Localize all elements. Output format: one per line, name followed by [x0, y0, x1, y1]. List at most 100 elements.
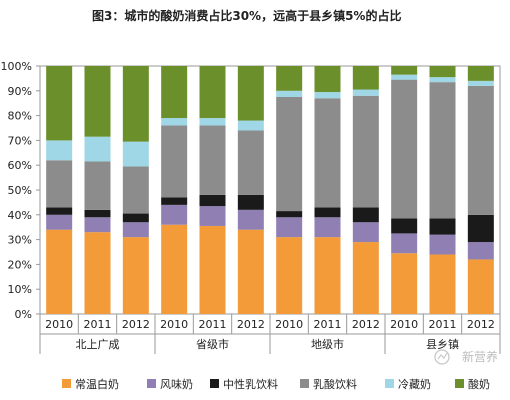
bar-segment	[276, 217, 303, 238]
bar-segment	[391, 74, 418, 80]
bar-segment	[199, 206, 226, 226]
bar-segment	[276, 66, 303, 91]
x-tick-year: 2011	[429, 318, 457, 331]
bar-segment	[237, 229, 264, 314]
bar-segment	[84, 161, 111, 210]
bar-segment	[429, 218, 456, 235]
bar-segment	[391, 66, 418, 75]
y-tick-label: 10%	[8, 283, 32, 296]
bar-segment	[467, 214, 494, 243]
bar-segment	[429, 66, 456, 78]
watermark-icon	[434, 349, 450, 365]
legend-swatch	[62, 379, 71, 388]
bar-segment	[122, 141, 149, 167]
y-tick-label: 20%	[8, 258, 32, 271]
y-tick-label: 90%	[8, 85, 32, 98]
bar-segment	[276, 211, 303, 218]
legend-label: 酸奶	[468, 377, 490, 391]
y-tick-label: 0%	[15, 308, 32, 321]
legend-label: 乳酸饮料	[313, 377, 357, 391]
legend-label: 冷藏奶	[398, 377, 431, 391]
bar-segment	[199, 118, 226, 126]
bar-segment	[391, 79, 418, 219]
legend-label: 常温白奶	[75, 377, 119, 391]
bar-segment	[237, 209, 264, 230]
bar-segment	[46, 140, 73, 161]
x-group-label: 县乡镇	[426, 337, 459, 351]
bar-segment	[314, 92, 341, 99]
bar-segment	[199, 66, 226, 119]
bar-segment	[314, 98, 341, 208]
x-tick-year: 2012	[237, 318, 265, 331]
x-tick-year: 2012	[122, 318, 150, 331]
bar-segment	[84, 232, 111, 314]
bar-segment	[237, 194, 264, 210]
x-tick-year: 2011	[84, 318, 112, 331]
x-group-label: 省级市	[196, 337, 229, 351]
bar-segment	[161, 125, 188, 198]
bar-segment	[199, 125, 226, 195]
y-tick-label: 30%	[8, 234, 32, 247]
bar-segment	[429, 254, 456, 314]
bar-segment	[161, 197, 188, 205]
bar-segment	[467, 259, 494, 314]
bar-segment	[276, 97, 303, 212]
x-group-label: 北上广成	[76, 338, 120, 351]
bar-segment	[46, 214, 73, 230]
bar-segment	[237, 120, 264, 131]
bar-segment	[391, 218, 418, 234]
x-tick-year: 2010	[160, 318, 188, 331]
bar-segment	[199, 225, 226, 314]
y-tick-label: 40%	[8, 209, 32, 222]
y-tick-label: 50%	[8, 184, 32, 197]
bar-segment	[429, 82, 456, 219]
bar-segment	[314, 66, 341, 93]
bar-segment	[46, 229, 73, 314]
bar-segment	[429, 77, 456, 83]
legend-swatch	[210, 379, 219, 388]
watermark: 新营养	[462, 349, 498, 364]
bar-segment	[84, 217, 111, 233]
bar-segment	[352, 95, 379, 208]
bar-segment	[161, 118, 188, 126]
y-tick-label: 70%	[8, 134, 32, 147]
x-tick-year: 2010	[45, 318, 73, 331]
bar-segment	[352, 207, 379, 223]
x-tick-year: 2011	[314, 318, 342, 331]
chart-title: 图3：城市的酸奶消费占比30%，远高于县乡镇5%的占比	[92, 8, 401, 23]
legend-swatch	[385, 379, 394, 388]
bar-segment	[276, 90, 303, 97]
bar-segment	[46, 66, 73, 141]
bar-segment	[352, 66, 379, 90]
bar-segment	[314, 237, 341, 314]
bar-segment	[467, 85, 494, 215]
bar-segment	[237, 130, 264, 195]
bar-segment	[122, 237, 149, 314]
y-tick-label: 60%	[8, 159, 32, 172]
bar-segment	[84, 66, 111, 137]
bar-segment	[467, 242, 494, 260]
legend-swatch	[455, 379, 464, 388]
bar-segment	[429, 234, 456, 255]
bar-segment	[314, 207, 341, 218]
y-tick-label: 80%	[8, 110, 32, 123]
legend-label: 中性乳饮料	[223, 377, 278, 391]
bar-segment	[352, 222, 379, 243]
legend-label: 风味奶	[160, 377, 193, 391]
bar-segment	[122, 222, 149, 238]
bar-segment	[467, 80, 494, 86]
x-axis: 2010 2011 2012 2010 2011 2012 2010 2011 2012 2010…	[39, 314, 501, 354]
bar-segment	[161, 66, 188, 119]
bar-segment	[467, 66, 494, 81]
x-tick-year: 2012	[352, 318, 380, 331]
bar-segment	[161, 224, 188, 314]
bar-segment	[314, 217, 341, 238]
x-tick-year: 2010	[390, 318, 418, 331]
bar-segment	[391, 233, 418, 254]
legend: 常温白奶 风味奶 中性乳饮料 乳酸饮料 冷藏奶 酸奶	[62, 377, 490, 391]
legend-swatch	[147, 379, 156, 388]
x-tick-year: 2012	[467, 318, 495, 331]
bar-segment	[84, 136, 111, 162]
